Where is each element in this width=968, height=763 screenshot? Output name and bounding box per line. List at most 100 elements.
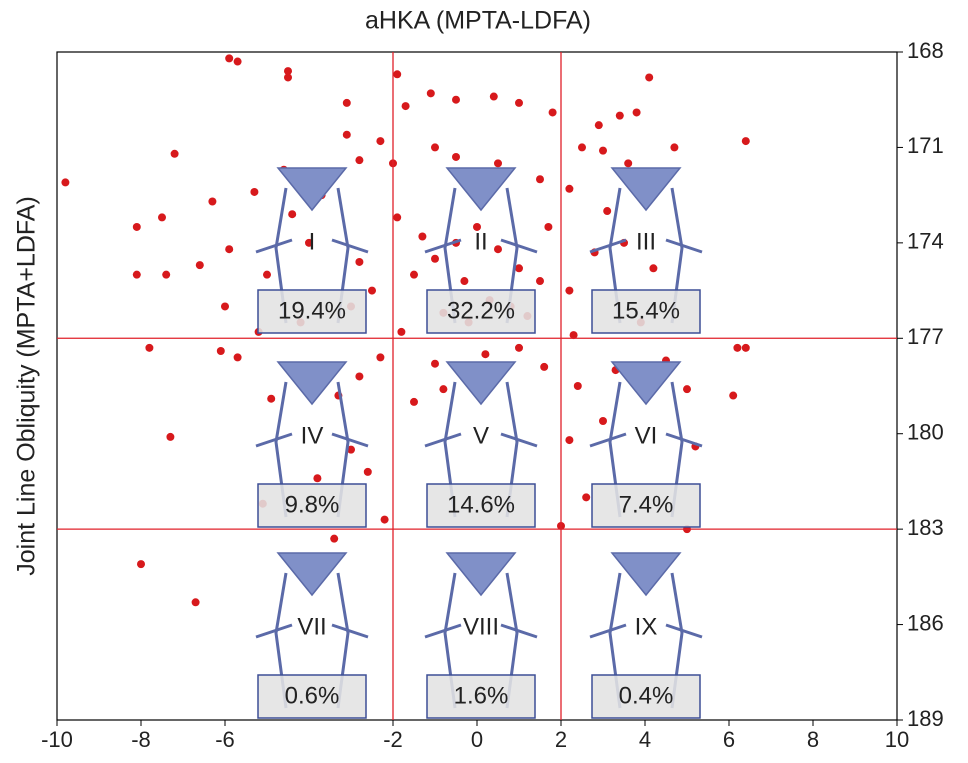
scatter-point bbox=[355, 372, 364, 381]
percent-label: 1.6% bbox=[454, 682, 509, 709]
phenotype-label: IV bbox=[301, 422, 324, 449]
phenotype-label: VII bbox=[297, 613, 326, 640]
phenotype-label: II bbox=[474, 228, 487, 255]
scatter-point bbox=[460, 277, 469, 286]
percent-label: 32.2% bbox=[447, 297, 515, 324]
phenotype-panel: II 32.2% bbox=[424, 167, 538, 334]
scatter-point bbox=[393, 70, 402, 79]
x-tick-label: 8 bbox=[807, 727, 819, 752]
percent-box bbox=[591, 289, 701, 334]
percent-box bbox=[426, 674, 536, 719]
scatter-point bbox=[489, 92, 498, 101]
y-tick-label: 183 bbox=[907, 515, 944, 540]
scatter-point bbox=[250, 187, 259, 196]
knee-icon-joint bbox=[500, 238, 538, 254]
x-tick-label: 0 bbox=[471, 727, 483, 752]
scatter-point bbox=[670, 143, 679, 152]
knee-icon-joint bbox=[665, 432, 703, 448]
knee-icon-joint bbox=[665, 623, 703, 639]
phenotype-panel: VII 0.6% bbox=[255, 552, 369, 719]
y-tick-label: 168 bbox=[907, 38, 944, 63]
percent-label: 0.6% bbox=[285, 682, 340, 709]
scatter-point bbox=[208, 197, 217, 206]
scatter-point bbox=[137, 560, 145, 569]
knee-icon-joint bbox=[500, 432, 538, 448]
scatter-point bbox=[452, 152, 460, 161]
percent-label: 0.4% bbox=[619, 682, 674, 709]
scatter-point bbox=[599, 416, 607, 425]
knee-icon-joint bbox=[331, 623, 369, 639]
scatter-point bbox=[225, 245, 234, 254]
scatter-point bbox=[145, 343, 154, 352]
scatter-point bbox=[515, 98, 523, 107]
knee-icon-triangle bbox=[610, 361, 682, 406]
scatter-point bbox=[548, 108, 557, 117]
scatter-point bbox=[431, 143, 439, 152]
scatter-point bbox=[225, 54, 234, 63]
percent-box bbox=[426, 289, 536, 334]
phenotype-panel: VI 7.4% bbox=[589, 361, 703, 528]
knee-icon-joint bbox=[500, 623, 538, 639]
chart-title: aHKA (MPTA-LDFA) bbox=[365, 7, 591, 35]
scatter-point bbox=[410, 397, 418, 406]
scatter-point bbox=[615, 111, 624, 120]
scatter-point bbox=[431, 254, 439, 263]
scatter-point bbox=[536, 175, 544, 184]
y-tick-label: 174 bbox=[907, 229, 944, 254]
scatter-point bbox=[288, 210, 297, 219]
knee-icon-triangle bbox=[276, 361, 348, 406]
scatter-point bbox=[355, 156, 364, 165]
scatter-point bbox=[536, 277, 544, 286]
scatter-point bbox=[221, 302, 229, 311]
scatter-point bbox=[431, 359, 439, 368]
percent-label: 9.8% bbox=[285, 491, 340, 518]
x-tick-label: 10 bbox=[885, 727, 909, 752]
phenotype-panel: IX 0.4% bbox=[589, 552, 703, 719]
scatter-point bbox=[544, 222, 553, 231]
scatter-point bbox=[569, 331, 578, 340]
scatter-point bbox=[376, 353, 385, 362]
scatter-point bbox=[61, 178, 70, 187]
scatter-point bbox=[158, 213, 166, 222]
scatter-point bbox=[515, 264, 523, 273]
scatter-point bbox=[397, 327, 406, 336]
scatter-point bbox=[401, 102, 410, 111]
scatter-point bbox=[132, 270, 141, 279]
percent-label: 7.4% bbox=[619, 491, 674, 518]
percent-label: 19.4% bbox=[278, 297, 346, 324]
phenotype-panel: I 19.4% bbox=[255, 167, 369, 334]
percent-box bbox=[257, 289, 367, 334]
scatter-point bbox=[267, 394, 276, 403]
knee-icon-triangle bbox=[276, 167, 348, 212]
scatter-point bbox=[578, 143, 586, 152]
scatter-point bbox=[380, 515, 389, 524]
scatter-point bbox=[418, 232, 427, 241]
scatter-point bbox=[368, 286, 376, 295]
knee-icon-joint bbox=[331, 238, 369, 254]
scatter-point bbox=[439, 385, 448, 394]
scatter-point bbox=[426, 89, 435, 98]
percent-box bbox=[591, 674, 701, 719]
knee-icon-joint bbox=[424, 623, 462, 639]
phenotype-label: III bbox=[636, 228, 656, 255]
scatter-point bbox=[410, 270, 418, 279]
scatter-point bbox=[330, 534, 339, 543]
y-tick-label: 180 bbox=[907, 420, 944, 445]
phenotype-panel: III 15.4% bbox=[589, 167, 703, 334]
phenotype-panel: V 14.6% bbox=[424, 361, 538, 528]
percent-box bbox=[426, 483, 536, 528]
percent-box bbox=[591, 483, 701, 528]
x-tick-label: 4 bbox=[639, 727, 651, 752]
knee-icon-joint bbox=[424, 238, 462, 254]
scatter-point bbox=[216, 347, 225, 356]
scatter-point bbox=[452, 95, 460, 104]
y-tick-label: 171 bbox=[907, 133, 944, 158]
percent-box bbox=[257, 483, 367, 528]
scatter-point bbox=[565, 436, 574, 445]
knee-icon-joint bbox=[255, 623, 293, 639]
scatter-point bbox=[363, 467, 372, 476]
scatter-point bbox=[645, 73, 654, 82]
knee-icon-triangle bbox=[610, 167, 682, 212]
x-tick-label: -2 bbox=[383, 727, 403, 752]
